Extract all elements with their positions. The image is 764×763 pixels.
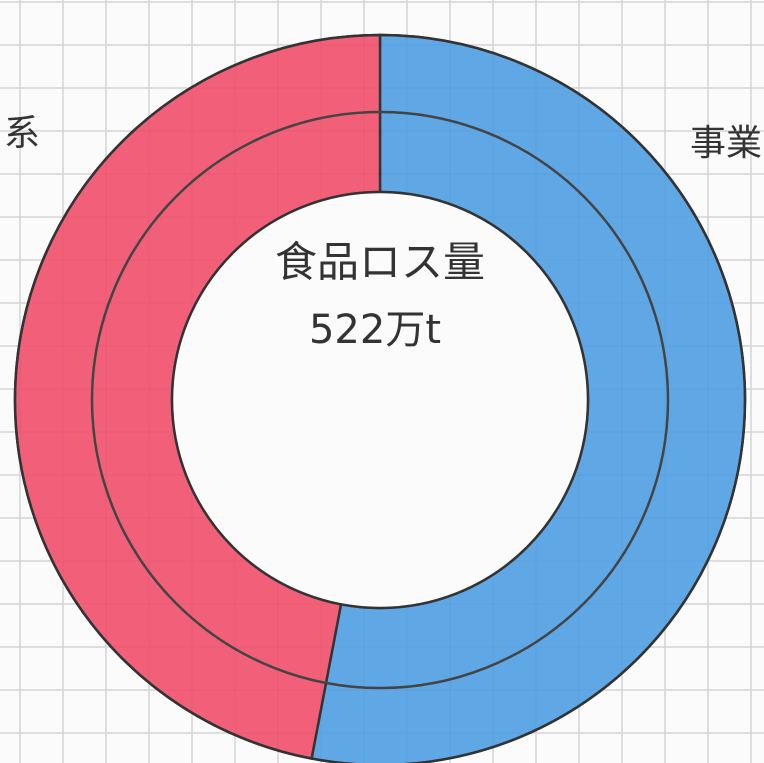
inner-line	[170, 190, 590, 610]
chart-title: 食品ロス量	[275, 238, 485, 287]
outer-line	[13, 33, 747, 763]
category-label: 事業	[690, 123, 762, 164]
ring-line	[90, 110, 670, 690]
category-label: 系	[4, 113, 40, 154]
chart-subtitle: 522万t	[309, 307, 441, 353]
